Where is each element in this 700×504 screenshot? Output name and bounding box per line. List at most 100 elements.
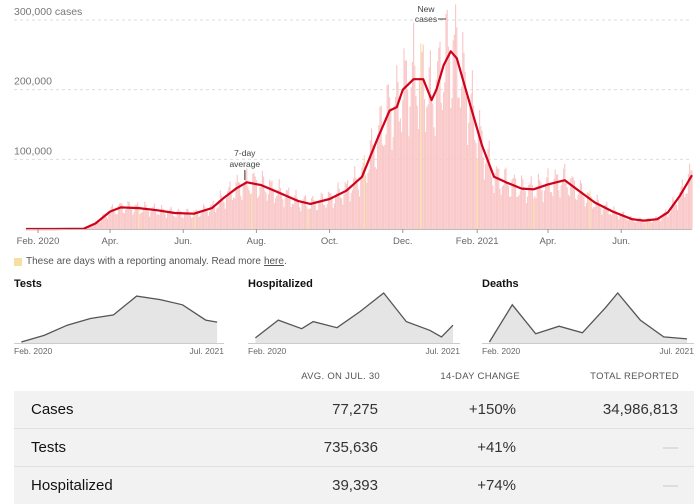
daily-case-bar (331, 197, 332, 229)
daily-case-bar (586, 203, 587, 229)
daily-case-bar (292, 204, 293, 229)
daily-case-bar (601, 215, 602, 229)
daily-case-bar (187, 209, 188, 229)
daily-case-bar (203, 204, 204, 229)
daily-case-bar (142, 212, 143, 229)
daily-case-bar (563, 169, 564, 229)
daily-case-bar (215, 212, 216, 229)
daily-case-bar (364, 155, 365, 229)
daily-case-bar (310, 209, 311, 229)
daily-case-bar (256, 180, 257, 229)
daily-case-bar (418, 129, 419, 229)
daily-case-bar (207, 212, 208, 229)
row-total: 34,986,813 (603, 401, 678, 418)
row-label: Tests (31, 439, 66, 456)
daily-case-bar (685, 194, 686, 229)
daily-case-bar (243, 186, 244, 229)
daily-case-bar (114, 212, 115, 229)
daily-case-bar (531, 176, 532, 229)
daily-case-bar (401, 132, 402, 229)
daily-case-bar (144, 202, 145, 229)
daily-case-bar (565, 182, 566, 229)
daily-case-bar (543, 202, 544, 229)
daily-case-bar (645, 222, 646, 229)
daily-case-bar (341, 198, 342, 229)
daily-case-bar (185, 213, 186, 229)
x-tick-label: Feb. 2020 (17, 236, 60, 247)
daily-case-bar (108, 214, 109, 229)
daily-case-bar (214, 205, 215, 229)
daily-case-bar (495, 173, 496, 229)
average-annotation-line1: 7-day (234, 148, 256, 158)
daily-case-bar (425, 132, 426, 229)
new-cases-annotation-line2: cases (415, 14, 437, 24)
table-row: Cases 77,275 +150% 34,986,813 (14, 391, 694, 429)
read-more-link[interactable]: here (264, 256, 284, 267)
daily-case-bar (99, 222, 100, 229)
row-change: +150% (469, 401, 516, 418)
daily-case-bar (150, 212, 151, 229)
change-header: 14-DAY CHANGE (420, 371, 520, 382)
x-tick-label-start: Feb. 2020 (482, 346, 521, 356)
area-fill (21, 296, 217, 343)
daily-case-bar (90, 227, 91, 229)
daily-case-bar (340, 197, 341, 229)
daily-case-bar (478, 133, 479, 229)
daily-case-bar (562, 182, 563, 229)
daily-case-bar (589, 191, 590, 229)
row-label: Cases (31, 401, 74, 418)
daily-case-bar (357, 183, 358, 229)
daily-case-bar (651, 223, 652, 229)
daily-case-bar (533, 199, 534, 229)
daily-case-bar (617, 216, 618, 229)
area-fill (255, 293, 453, 343)
daily-case-bar (541, 191, 542, 229)
daily-case-bar (443, 92, 444, 229)
daily-case-bar (312, 196, 313, 229)
daily-case-bar (264, 190, 265, 229)
row-change: +41% (477, 439, 516, 456)
daily-case-bar (607, 209, 608, 229)
daily-case-bar (367, 173, 368, 229)
table-row: Hospitalized 39,393 +74% — (14, 467, 694, 504)
daily-case-bar (109, 212, 110, 229)
daily-case-bar (516, 197, 517, 229)
daily-case-bar (219, 200, 220, 229)
daily-case-bar (384, 145, 385, 229)
daily-case-bar (377, 134, 378, 229)
daily-case-bar (181, 217, 182, 229)
daily-case-bar (519, 195, 520, 229)
x-tick-label-end: Jul. 2021 (426, 346, 461, 356)
daily-case-bar (174, 216, 175, 229)
stats-table: Cases 77,275 +150% 34,986,813 Tests 735,… (14, 391, 694, 504)
daily-case-bar (581, 183, 582, 229)
daily-case-bar (318, 202, 319, 229)
daily-case-bar (335, 197, 336, 229)
daily-case-bar (496, 166, 497, 229)
daily-case-bar (613, 206, 614, 229)
daily-case-bar (489, 140, 490, 229)
daily-case-bar (687, 193, 688, 229)
daily-case-bar (469, 100, 470, 229)
daily-case-bar (417, 106, 418, 229)
daily-case-bar (675, 201, 676, 229)
daily-case-bar (137, 202, 138, 229)
daily-case-bar (540, 182, 541, 229)
daily-case-bar (569, 196, 570, 229)
total-header: TOTAL REPORTED (575, 371, 679, 382)
daily-case-bar (403, 48, 404, 229)
daily-case-bar (268, 194, 269, 229)
daily-case-bar (441, 103, 442, 229)
daily-case-bar (484, 180, 485, 229)
daily-case-bar (352, 190, 353, 229)
daily-case-bar (432, 103, 433, 229)
daily-case-bar (625, 219, 626, 229)
daily-case-bar (521, 175, 522, 229)
daily-case-bar (222, 198, 223, 229)
daily-case-bar (259, 187, 260, 229)
daily-case-bar (396, 65, 397, 229)
daily-case-bar (465, 72, 466, 229)
daily-case-bar (237, 175, 238, 229)
